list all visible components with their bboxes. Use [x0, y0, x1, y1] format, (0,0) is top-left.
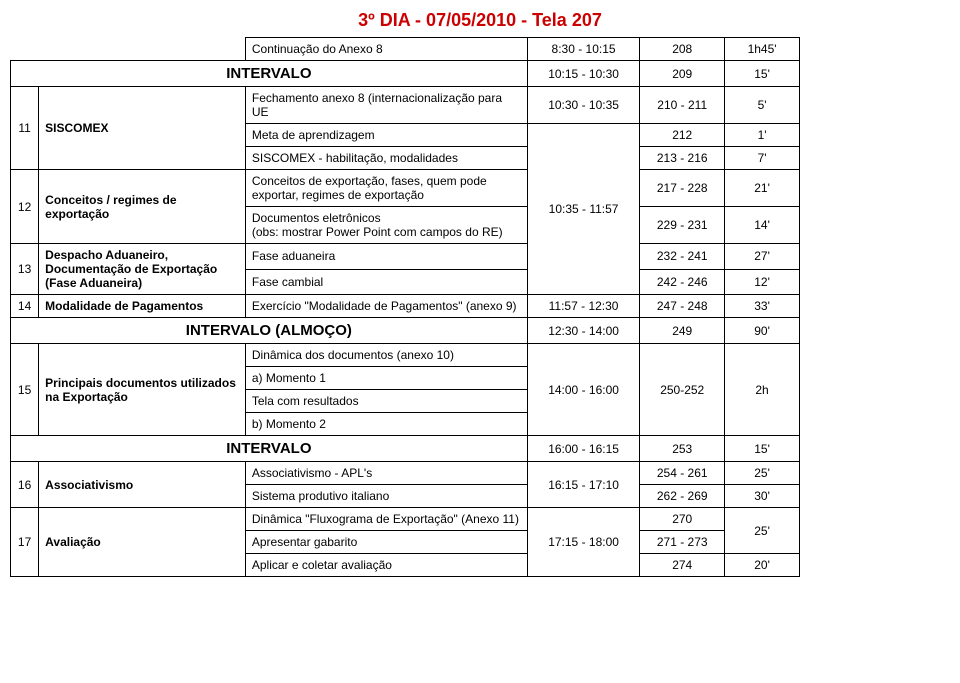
cell-dur: 12' — [724, 269, 799, 295]
table-row: INTERVALO (ALMOÇO) 12:30 - 14:00 249 90' — [11, 318, 951, 344]
cell-desc: Conceitos de exportação, fases, quem pod… — [245, 170, 527, 207]
cell-num: 15 — [11, 344, 39, 436]
cell-dur: 15' — [724, 61, 799, 87]
table-row: 13 Despacho Aduaneiro, Documentação de E… — [11, 244, 951, 270]
cell-tela: 208 — [640, 38, 725, 61]
cell-time: 16:00 - 16:15 — [527, 436, 640, 462]
cell-tela: 213 - 216 — [640, 147, 725, 170]
cell-dur: 1' — [724, 124, 799, 147]
cell-time: 11:57 - 12:30 — [527, 295, 640, 318]
intervalo-label: INTERVALO — [11, 436, 528, 462]
cell-dur: 21' — [724, 170, 799, 207]
intervalo-label: INTERVALO (ALMOÇO) — [11, 318, 528, 344]
cell-tela: 254 - 261 — [640, 462, 725, 485]
cell-tela: 210 - 211 — [640, 87, 725, 124]
cell-tela: 270 — [640, 508, 725, 531]
cell-topic: SISCOMEX — [39, 87, 246, 170]
table-row: 14 Modalidade de Pagamentos Exercício "M… — [11, 295, 951, 318]
schedule-table: Continuação do Anexo 8 8:30 - 10:15 208 … — [10, 37, 950, 577]
cell-tela: 242 - 246 — [640, 269, 725, 295]
cell-dur: 7' — [724, 147, 799, 170]
cell-tela: 250-252 — [640, 344, 725, 436]
cell-dur: 2h — [724, 344, 799, 436]
cell-tela: 247 - 248 — [640, 295, 725, 318]
cell-desc: b) Momento 2 — [245, 413, 527, 436]
cell-topic: Conceitos / regimes de exportação — [39, 170, 246, 244]
cell-time: 10:15 - 10:30 — [527, 61, 640, 87]
cell-desc: Exercício "Modalidade de Pagamentos" (an… — [245, 295, 527, 318]
cell-dur: 30' — [724, 485, 799, 508]
cell-desc: Documentos eletrônicos (obs: mostrar Pow… — [245, 207, 527, 244]
cell-dur: 1h45' — [724, 38, 799, 61]
page-title: 3º DIA - 07/05/2010 - Tela 207 — [10, 10, 950, 31]
cell-dur: 90' — [724, 318, 799, 344]
cell-desc: Fase cambial — [245, 269, 527, 295]
cell-time: 14:00 - 16:00 — [527, 344, 640, 436]
intervalo-label: INTERVALO — [11, 61, 528, 87]
cell-desc: Continuação do Anexo 8 — [245, 38, 527, 61]
cell-tela: 217 - 228 — [640, 170, 725, 207]
cell-desc-line1: Documentos eletrônicos — [252, 211, 521, 225]
cell-tela: 229 - 231 — [640, 207, 725, 244]
cell-tela: 262 - 269 — [640, 485, 725, 508]
table-row: Continuação do Anexo 8 8:30 - 10:15 208 … — [11, 38, 951, 61]
cell-desc: Fase aduaneira — [245, 244, 527, 270]
cell-dur: 5' — [724, 87, 799, 124]
cell-desc: Dinâmica "Fluxograma de Exportação" (Ane… — [245, 508, 527, 531]
cell-topic: Modalidade de Pagamentos — [39, 295, 246, 318]
cell-num: 12 — [11, 170, 39, 244]
cell-dur: 33' — [724, 295, 799, 318]
table-row: 12 Conceitos / regimes de exportação Con… — [11, 170, 951, 207]
cell-dur: 14' — [724, 207, 799, 244]
cell-num: 13 — [11, 244, 39, 295]
cell-num: 11 — [11, 87, 39, 170]
cell-tela: 271 - 273 — [640, 531, 725, 554]
table-row: 16 Associativismo Associativismo - APL's… — [11, 462, 951, 485]
cell-dur: 25' — [724, 462, 799, 485]
cell-desc: Apresentar gabarito — [245, 531, 527, 554]
cell-dur: 27' — [724, 244, 799, 270]
cell-topic: Principais documentos utilizados na Expo… — [39, 344, 246, 436]
cell-desc-line2: (obs: mostrar Power Point com campos do … — [252, 225, 521, 239]
table-row: INTERVALO 16:00 - 16:15 253 15' — [11, 436, 951, 462]
cell-num: 16 — [11, 462, 39, 508]
cell-desc: Dinâmica dos documentos (anexo 10) — [245, 344, 527, 367]
cell-desc: Fechamento anexo 8 (internacionalização … — [245, 87, 527, 124]
cell-desc: SISCOMEX - habilitação, modalidades — [245, 147, 527, 170]
cell-tela: 253 — [640, 436, 725, 462]
cell-topic: Associativismo — [39, 462, 246, 508]
cell-topic: Avaliação — [39, 508, 246, 577]
cell-tela: 209 — [640, 61, 725, 87]
cell-time: 8:30 - 10:15 — [527, 38, 640, 61]
cell-desc: Associativismo - APL's — [245, 462, 527, 485]
cell-dur: 15' — [724, 436, 799, 462]
cell-dur: 20' — [724, 554, 799, 577]
cell-tela: 249 — [640, 318, 725, 344]
cell-desc: Aplicar e coletar avaliação — [245, 554, 527, 577]
cell-num: 14 — [11, 295, 39, 318]
cell-num: 17 — [11, 508, 39, 577]
cell-tela: 212 — [640, 124, 725, 147]
cell-desc: Meta de aprendizagem — [245, 124, 527, 147]
cell-time: 12:30 - 14:00 — [527, 318, 640, 344]
cell-desc: a) Momento 1 — [245, 367, 527, 390]
table-row: 17 Avaliação Dinâmica "Fluxograma de Exp… — [11, 508, 951, 531]
cell-topic: Despacho Aduaneiro, Documentação de Expo… — [39, 244, 246, 295]
cell-time: 10:30 - 10:35 — [527, 87, 640, 124]
cell-time: 17:15 - 18:00 — [527, 508, 640, 577]
cell-dur: 25' — [724, 508, 799, 554]
table-row: 11 SISCOMEX Fechamento anexo 8 (internac… — [11, 87, 951, 124]
cell-time: 16:15 - 17:10 — [527, 462, 640, 508]
cell-desc: Tela com resultados — [245, 390, 527, 413]
cell-tela: 232 - 241 — [640, 244, 725, 270]
cell-desc: Sistema produtivo italiano — [245, 485, 527, 508]
cell-time: 10:35 - 11:57 — [527, 124, 640, 295]
table-row: INTERVALO 10:15 - 10:30 209 15' — [11, 61, 951, 87]
table-row: 15 Principais documentos utilizados na E… — [11, 344, 951, 367]
cell-tela: 274 — [640, 554, 725, 577]
